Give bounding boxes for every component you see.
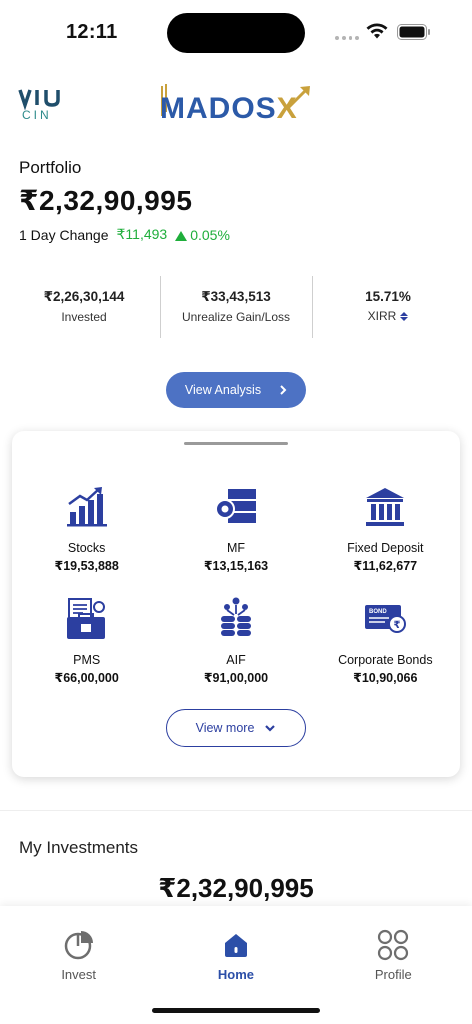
- company-logo: CIN: [18, 89, 60, 121]
- stat-label: Unrealize Gain/Loss: [181, 310, 291, 324]
- asset-categories-card: Stocks ₹19,53,888 MF ₹13,15,163: [12, 431, 460, 777]
- day-change: 1 Day Change ₹11,493 0.05%: [19, 226, 230, 243]
- brand-x: X: [276, 92, 298, 125]
- coins-stack-icon: [220, 597, 251, 636]
- category-stocks[interactable]: Stocks ₹19,53,888: [12, 483, 161, 573]
- view-analysis-label: View Analysis: [184, 383, 262, 397]
- view-more-label: View more: [195, 721, 255, 735]
- category-mf[interactable]: MF ₹13,15,163: [161, 483, 310, 573]
- home-indicator: [152, 1008, 320, 1013]
- battery-icon: [397, 24, 430, 40]
- category-name: MF: [226, 541, 246, 555]
- day-change-percent: 0.05%: [190, 226, 230, 243]
- category-value: ₹10,90,066: [353, 671, 418, 685]
- cellular-signal-icon: [335, 36, 359, 40]
- portfolio-value: ₹2,32,90,995: [19, 185, 193, 216]
- logo-arrow-icon: [286, 86, 310, 110]
- pie-chart-icon: [64, 931, 93, 960]
- category-grid: Stocks ₹19,53,888 MF ₹13,15,163: [12, 483, 460, 685]
- category-value: ₹19,53,888: [54, 559, 119, 573]
- stat-value: ₹2,26,30,144: [43, 289, 125, 304]
- brand-name: MADOS: [160, 92, 277, 125]
- category-name: Fixed Deposit: [347, 541, 424, 555]
- nav-home[interactable]: Home: [157, 906, 314, 1024]
- category-value: ₹11,62,677: [353, 559, 418, 573]
- up-arrow-icon: [175, 230, 188, 241]
- chevron-right-icon: [280, 385, 287, 395]
- svg-text:BOND: BOND: [369, 609, 387, 615]
- category-name: Stocks: [67, 541, 106, 555]
- stat-value: ₹33,43,513: [201, 289, 271, 304]
- svg-text:CIN: CIN: [22, 108, 52, 121]
- home-icon: [224, 934, 247, 957]
- portfolio-management-icon: [66, 598, 105, 639]
- nav-label: Home: [217, 967, 255, 982]
- view-analysis-button[interactable]: View Analysis: [166, 372, 306, 408]
- sort-toggle-icon[interactable]: [400, 311, 409, 321]
- day-change-amount: ₹11,493: [116, 226, 168, 242]
- stat-label: Invested: [61, 310, 107, 324]
- chevron-down-icon: [265, 725, 276, 732]
- bottom-nav: Invest Home Profile: [0, 906, 472, 1024]
- bond-certificate-icon: BOND ₹: [365, 605, 407, 633]
- category-pms[interactable]: PMS ₹66,00,000: [12, 595, 161, 685]
- portfolio-label: Portfolio: [19, 158, 82, 177]
- category-name: Corporate Bonds: [338, 653, 433, 667]
- logo-mark-icon: [161, 84, 167, 116]
- stat-label: XIRR: [367, 309, 397, 323]
- category-value: ₹66,00,000: [54, 671, 119, 685]
- wifi-icon: [366, 23, 388, 39]
- status-bar: 12:11: [0, 0, 472, 64]
- drag-handle[interactable]: [184, 442, 288, 445]
- svg-text:₹: ₹: [394, 620, 401, 631]
- nav-invest[interactable]: Invest: [0, 906, 157, 1024]
- category-fixed-deposit[interactable]: Fixed Deposit ₹11,62,677: [311, 483, 460, 573]
- stocks-chart-icon: [66, 487, 107, 527]
- category-name: PMS: [73, 653, 101, 667]
- stat-invested: ₹2,26,30,144 Invested: [8, 276, 160, 338]
- section-divider: [0, 810, 472, 811]
- my-investments-value: ₹2,32,90,995: [158, 873, 314, 903]
- nav-profile[interactable]: Profile: [315, 906, 472, 1024]
- brand-header: CIN MADOSX: [0, 80, 472, 130]
- day-change-label: 1 Day Change: [19, 226, 109, 243]
- dynamic-island: [167, 13, 305, 53]
- stat-xirr[interactable]: 15.71% XIRR: [312, 276, 464, 338]
- my-investments-label: My Investments: [19, 838, 139, 857]
- day-change-percent-wrap: 0.05%: [175, 227, 230, 243]
- stat-unrealized-gain: ₹33,43,513 Unrealize Gain/Loss: [160, 276, 312, 338]
- category-value: ₹13,15,163: [203, 559, 269, 573]
- category-name: AIF: [226, 653, 246, 667]
- portfolio-stats: ₹2,26,30,144 Invested ₹33,43,513 Unreali…: [8, 276, 464, 338]
- category-value: ₹91,00,000: [203, 671, 269, 685]
- grid-circles-icon: [378, 929, 409, 961]
- nav-label: Invest: [61, 967, 96, 982]
- status-time: 12:11: [66, 21, 118, 43]
- bank-icon: [366, 488, 405, 526]
- madosx-logo: MADOSX: [156, 82, 316, 128]
- stat-value: 15.71%: [365, 289, 411, 304]
- mutual-fund-icon: [214, 489, 256, 523]
- category-corporate-bonds[interactable]: BOND ₹ Corporate Bonds ₹10,90,066: [311, 595, 460, 685]
- view-more-button[interactable]: View more: [166, 709, 306, 747]
- category-aif[interactable]: AIF ₹91,00,000: [161, 595, 310, 685]
- nav-label: Profile: [374, 967, 412, 982]
